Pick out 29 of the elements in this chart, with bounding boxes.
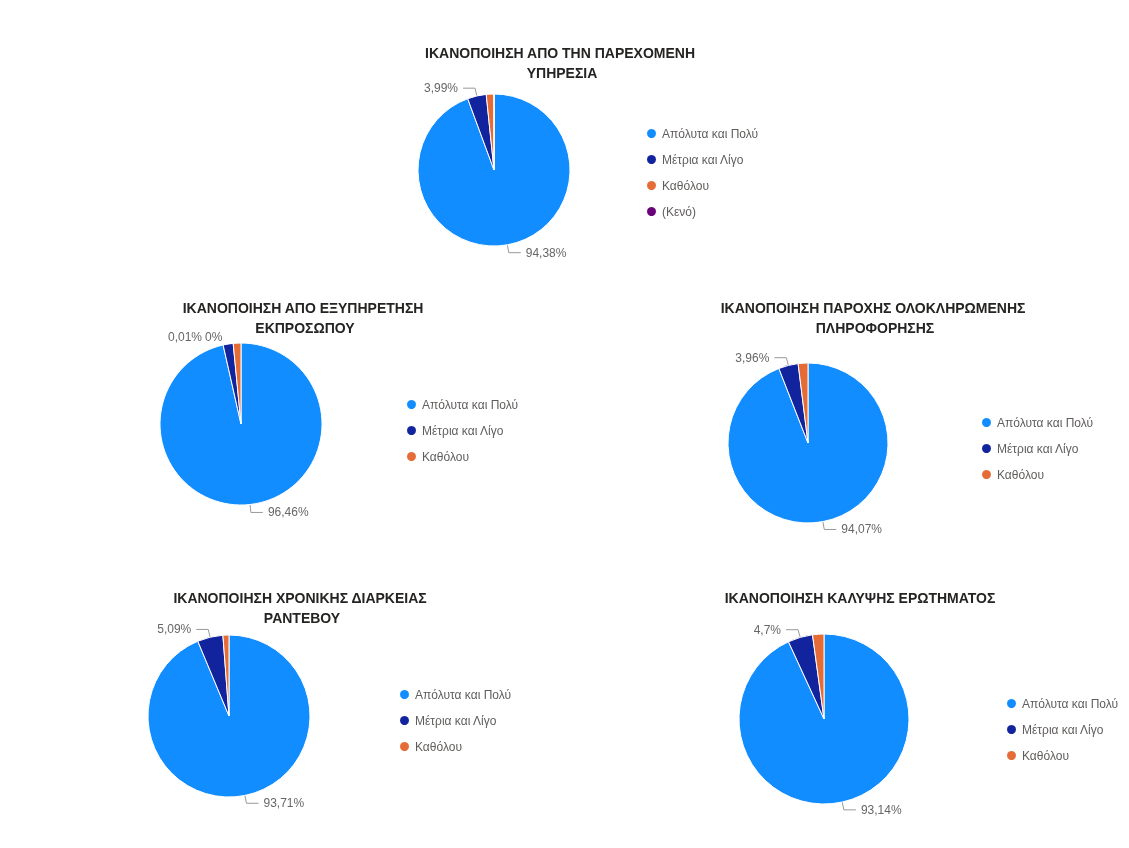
data-label: 94,07%	[841, 522, 883, 537]
legend-label: Απόλυτα και Πολύ	[1022, 696, 1119, 711]
legend-label: Καθόλου	[1022, 748, 1069, 763]
chart-title: ΙΚΑΝΟΠΟΙΗΣΗ ΠΑΡΟΧΗΣ ΟΛΟΚΛΗΡΩΜΕΝΗΣ ΠΛΗΡΟΦΟΡΗΣΗΣ	[720, 300, 1030, 336]
data-label: 3,99%	[424, 81, 459, 96]
legend-label: Καθόλου	[997, 467, 1044, 482]
legend-label: Μέτρια και Λίγο	[1022, 722, 1104, 737]
legend-label: Καθόλου	[415, 739, 462, 754]
legend-label: Απόλυτα και Πολύ	[662, 126, 759, 141]
legend-label: Μέτρια και Λίγο	[662, 152, 744, 167]
chart-title: ΙΚΑΝΟΠΟΙΗΣΗ ΚΑΛΥΨΗΣ ΕΡΩΤΗΜΑΤΟΣ	[724, 590, 996, 606]
data-label: 93,71%	[263, 796, 305, 811]
legend-label: Καθόλου	[662, 178, 709, 193]
legend-label: Απόλυτα και Πολύ	[997, 415, 1094, 430]
legend-label: Απόλυτα και Πολύ	[415, 687, 512, 702]
legend-label: (Κενό)	[662, 204, 697, 219]
data-label: 3,96%	[735, 350, 770, 365]
legend-label: Μέτρια και Λίγο	[415, 713, 497, 728]
legend-label: Απόλυτα και Πολύ	[422, 397, 519, 412]
data-label: 96,46%	[267, 505, 309, 520]
data-label: 94,38%	[525, 245, 567, 260]
legend-label: Καθόλου	[422, 449, 469, 464]
data-label: 5,09%	[157, 622, 192, 637]
chart-title: ΙΚΑΝΟΠΟΙΗΣΗ ΑΠΟ ΤΗΝ ΠΑΡΕΧΟΜΕΝΗ ΥΠΗΡΕΣΙΑ	[425, 45, 699, 81]
text: 0%	[205, 330, 223, 344]
data-label: 93,14%	[860, 802, 902, 817]
data-label: 4,7%	[753, 622, 782, 637]
legend-label: Μέτρια και Λίγο	[422, 423, 504, 438]
legend-label: Μέτρια και Λίγο	[997, 441, 1079, 456]
